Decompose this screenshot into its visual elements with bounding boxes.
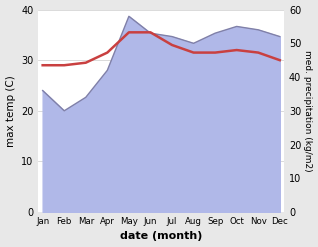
X-axis label: date (month): date (month) xyxy=(120,231,203,242)
Y-axis label: max temp (C): max temp (C) xyxy=(5,75,16,147)
Y-axis label: med. precipitation (kg/m2): med. precipitation (kg/m2) xyxy=(303,50,313,172)
